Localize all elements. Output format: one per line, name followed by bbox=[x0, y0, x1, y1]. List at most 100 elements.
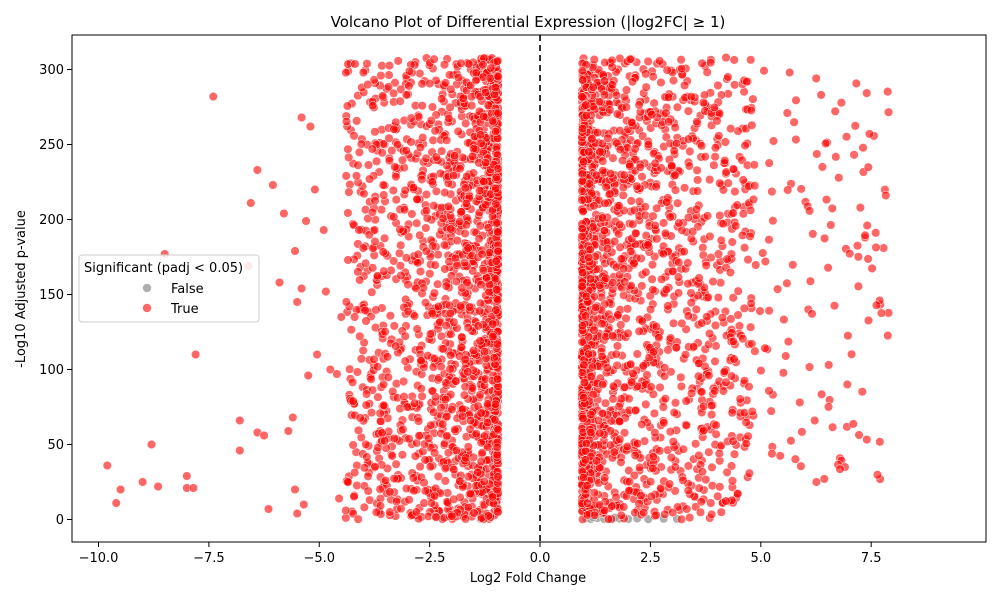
data-point bbox=[493, 295, 503, 305]
data-point bbox=[626, 117, 637, 127]
data-point bbox=[467, 383, 477, 393]
data-point bbox=[492, 285, 502, 295]
data-point bbox=[438, 344, 448, 354]
data-point bbox=[384, 70, 394, 80]
data-point bbox=[425, 462, 435, 472]
data-point bbox=[389, 88, 399, 98]
data-point bbox=[588, 362, 598, 372]
data-point bbox=[670, 398, 681, 408]
plot-frame bbox=[71, 34, 987, 543]
data-point bbox=[363, 471, 373, 481]
data-point bbox=[429, 54, 439, 64]
data-point bbox=[288, 412, 298, 423]
data-point bbox=[361, 400, 371, 410]
data-point bbox=[577, 169, 588, 179]
data-point bbox=[748, 94, 758, 104]
data-point bbox=[447, 404, 457, 414]
data-point bbox=[408, 183, 419, 193]
data-point bbox=[670, 462, 680, 472]
data-point bbox=[208, 91, 218, 102]
data-point bbox=[710, 386, 720, 396]
data-point bbox=[598, 166, 608, 176]
data-point bbox=[863, 254, 873, 264]
data-point bbox=[606, 314, 616, 324]
data-point bbox=[469, 508, 479, 518]
data-point bbox=[431, 512, 441, 522]
data-point bbox=[768, 216, 778, 226]
data-point bbox=[429, 201, 439, 211]
data-point bbox=[445, 364, 455, 374]
data-point bbox=[348, 440, 358, 450]
data-point bbox=[750, 346, 760, 356]
data-point bbox=[420, 455, 430, 465]
data-point bbox=[292, 508, 302, 519]
data-point bbox=[616, 394, 626, 404]
data-point bbox=[475, 130, 486, 140]
data-point bbox=[577, 281, 587, 291]
data-point bbox=[475, 306, 485, 316]
data-point bbox=[637, 281, 647, 291]
data-point bbox=[651, 322, 661, 332]
data-point bbox=[634, 100, 644, 110]
data-point bbox=[464, 59, 474, 69]
data-point bbox=[487, 492, 498, 502]
x-tick-label: −2.5 bbox=[414, 551, 446, 566]
data-point bbox=[616, 510, 626, 520]
data-point bbox=[404, 434, 414, 444]
y-tick-label: 100 bbox=[39, 363, 64, 378]
data-point bbox=[444, 113, 454, 123]
data-point bbox=[402, 402, 412, 412]
data-point bbox=[406, 113, 416, 123]
data-point bbox=[396, 240, 406, 250]
data-point bbox=[412, 218, 422, 228]
data-point bbox=[427, 386, 437, 396]
x-tick-label: −7.5 bbox=[193, 551, 225, 566]
data-point bbox=[341, 171, 351, 181]
data-point bbox=[605, 189, 615, 199]
data-point bbox=[456, 301, 466, 311]
data-point bbox=[593, 415, 604, 425]
data-point bbox=[862, 220, 872, 231]
data-point bbox=[365, 174, 375, 184]
data-point bbox=[676, 381, 686, 391]
data-point bbox=[591, 303, 601, 313]
data-point bbox=[458, 152, 468, 163]
data-point bbox=[726, 314, 736, 324]
data-point bbox=[437, 94, 447, 104]
data-point bbox=[796, 461, 806, 471]
data-point bbox=[665, 427, 675, 437]
data-point bbox=[686, 298, 696, 308]
data-point bbox=[810, 415, 820, 426]
data-point bbox=[235, 445, 245, 456]
data-point bbox=[463, 472, 473, 482]
data-point bbox=[368, 101, 378, 111]
data-point bbox=[417, 79, 427, 89]
data-point bbox=[664, 479, 675, 489]
data-point bbox=[460, 354, 470, 364]
data-point bbox=[388, 386, 398, 397]
data-point bbox=[733, 286, 743, 296]
data-point bbox=[414, 431, 424, 441]
data-point bbox=[715, 178, 725, 188]
data-point bbox=[455, 217, 465, 227]
data-point bbox=[686, 92, 696, 102]
data-point bbox=[716, 507, 726, 517]
data-point bbox=[694, 371, 704, 381]
data-point bbox=[613, 310, 623, 320]
data-point bbox=[390, 78, 400, 88]
data-point bbox=[821, 195, 832, 205]
data-point bbox=[651, 182, 661, 192]
data-point bbox=[577, 231, 587, 241]
data-point bbox=[668, 507, 678, 518]
data-point bbox=[727, 408, 737, 418]
data-point bbox=[739, 408, 749, 418]
data-point bbox=[624, 485, 634, 496]
data-point bbox=[341, 505, 351, 516]
data-point bbox=[577, 66, 587, 76]
data-point bbox=[429, 407, 439, 417]
data-point bbox=[336, 312, 346, 322]
data-point bbox=[366, 408, 377, 418]
data-point bbox=[620, 382, 630, 392]
data-point bbox=[849, 150, 859, 160]
data-point bbox=[475, 221, 485, 231]
